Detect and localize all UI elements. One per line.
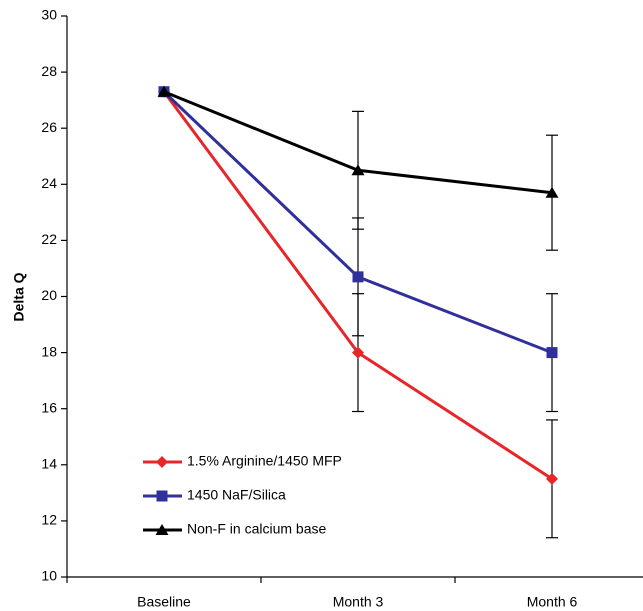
y-tick-label: 24 [41,175,57,191]
y-tick-label: 14 [41,456,57,472]
marker [155,524,169,535]
legend-label: 1.5% Arginine/1450 MFP [187,453,342,469]
marker [156,490,168,502]
x-tick-label: Baseline [137,594,191,610]
marker [546,472,558,485]
marker [352,346,364,359]
y-tick-label: 30 [41,7,57,23]
marker [156,456,168,468]
marker [352,271,364,283]
y-tick-label: 18 [41,343,57,359]
marker [157,85,171,97]
legend-label: Non-F in calcium base [187,521,326,537]
x-tick-label: Month 3 [333,594,384,610]
y-tick-label: 12 [41,512,57,528]
y-tick-label: 20 [41,287,57,303]
x-tick-label: Month 6 [527,594,578,610]
y-tick-label: 28 [41,63,57,79]
marker [545,186,559,198]
y-tick-label: 16 [41,399,57,415]
legend-label: 1450 NaF/Silica [187,487,286,503]
marker [546,347,558,359]
y-tick-label: 22 [41,231,57,247]
marker [351,164,365,176]
y-axis-label: Delta Q [11,272,27,321]
y-tick-label: 26 [41,119,57,135]
y-tick-label: 10 [41,568,57,584]
